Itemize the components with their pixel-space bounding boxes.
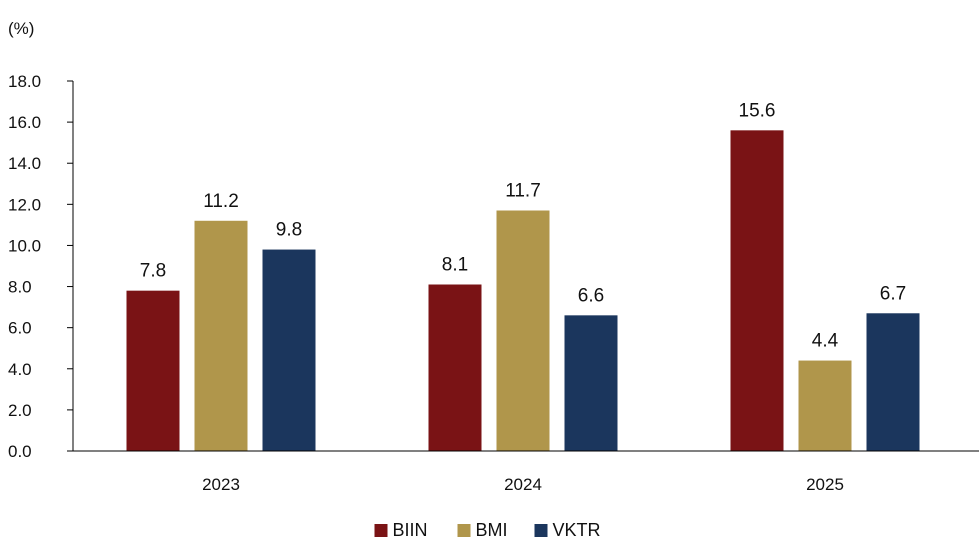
y-tick-label: 18.0 <box>8 72 41 91</box>
y-axis-ticks: 0.0 2.0 4.0 6.0 8.0 10.0 12.0 14.0 16.0 18.0 <box>8 72 73 461</box>
legend-label-biin: BIIN <box>393 520 428 540</box>
value-label-biin-2025: 15.6 <box>739 100 776 121</box>
value-label-bmi-2023: 11.2 <box>203 191 239 212</box>
bars-group <box>126 130 920 452</box>
y-tick-label: 12.0 <box>8 195 41 214</box>
y-tick-label: 6.0 <box>8 319 32 338</box>
bar-vktr-2023 <box>262 249 316 451</box>
y-tick-label: 10.0 <box>8 236 41 255</box>
x-tick-label: 2025 <box>806 475 844 494</box>
y-tick-label: 16.0 <box>8 113 41 132</box>
value-label-bmi-2025: 4.4 <box>812 331 839 352</box>
y-tick-label: 0.0 <box>8 442 32 461</box>
x-tick-label: 2023 <box>202 475 240 494</box>
bar-vktr-2024 <box>564 315 618 451</box>
value-label-biin-2023: 7.8 <box>140 261 166 282</box>
legend-swatch-bmi <box>457 524 471 537</box>
legend-swatch-biin <box>374 524 388 537</box>
y-tick-label: 8.0 <box>8 278 32 297</box>
bar-biin-2024 <box>428 284 482 451</box>
value-label-vktr-2024: 6.6 <box>578 285 604 306</box>
x-tick-label: 2024 <box>504 475 542 494</box>
legend-label-vktr: VKTR <box>553 520 601 540</box>
value-label-vktr-2023: 9.8 <box>276 220 302 241</box>
y-tick-label: 4.0 <box>8 360 32 379</box>
x-axis-ticks: 2023 2024 2025 <box>202 475 844 494</box>
value-label-biin-2024: 8.1 <box>442 255 468 276</box>
bar-biin-2025 <box>730 130 784 452</box>
y-axis-unit-label: (%) <box>8 19 34 38</box>
legend: BIIN BMI VKTR <box>374 520 601 540</box>
legend-label-bmi: BMI <box>476 520 508 540</box>
bar-bmi-2023 <box>194 220 248 451</box>
value-label-bmi-2024: 11.7 <box>505 181 541 202</box>
legend-swatch-vktr <box>534 524 548 537</box>
bar-vktr-2025 <box>866 313 920 451</box>
value-labels-group: 7.8 11.2 9.8 8.1 11.7 6.6 15.6 4.4 6.7 <box>140 100 906 351</box>
bar-bmi-2024 <box>496 210 550 451</box>
y-tick-label: 2.0 <box>8 401 32 420</box>
value-label-vktr-2025: 6.7 <box>880 283 906 304</box>
bar-biin-2023 <box>126 290 180 451</box>
y-tick-label: 14.0 <box>8 154 41 173</box>
bar-bmi-2025 <box>798 360 852 451</box>
